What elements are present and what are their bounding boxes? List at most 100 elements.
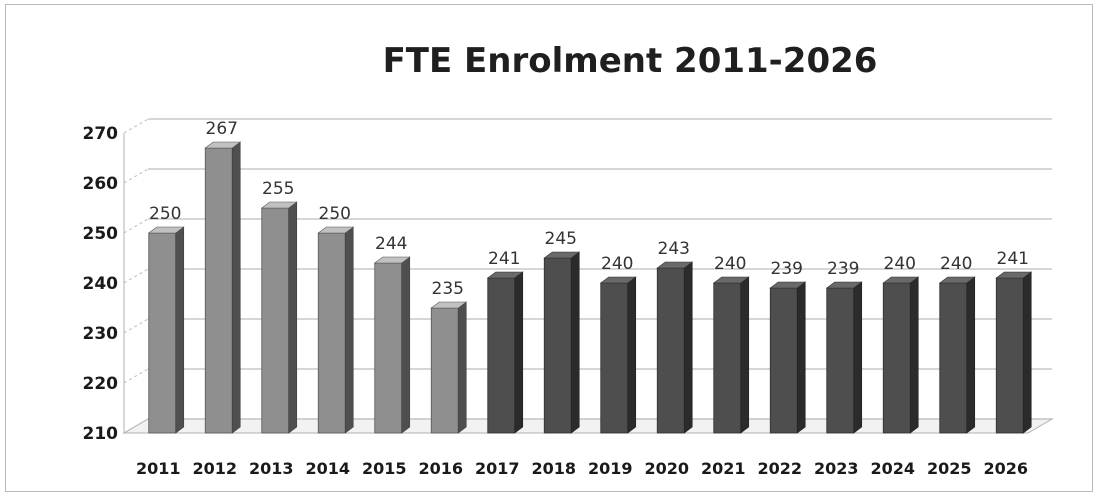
data-label: 240 [884, 254, 916, 274]
bar [373, 256, 411, 434]
bar [995, 271, 1033, 434]
bar-side [1022, 271, 1032, 434]
bar-side [457, 301, 467, 434]
y-tick-label: 250 [83, 224, 119, 244]
gridline-depth [123, 168, 149, 184]
gridline-depth [123, 318, 149, 334]
x-tick-label: 2019 [588, 459, 633, 478]
bar [260, 201, 298, 434]
bar-side [683, 261, 693, 434]
data-label: 267 [206, 119, 238, 139]
bar [430, 301, 468, 434]
data-label: 243 [658, 239, 690, 259]
data-label: 255 [262, 179, 294, 199]
y-axis: 210 220 230 240 250 260 270 [83, 124, 125, 444]
bar-side [570, 251, 580, 434]
bar-front [713, 282, 742, 434]
bar [147, 226, 185, 434]
bar-side [514, 271, 524, 434]
data-labels: 250 267 255 250 244 235 241 245 240 243 240 239 239 2… [149, 119, 1029, 299]
bar-side [740, 276, 750, 434]
bar-front [148, 232, 177, 434]
bar-front [374, 262, 403, 434]
y-tick-label: 270 [83, 124, 119, 144]
x-tick-label: 2011 [136, 459, 181, 478]
bar-front [656, 267, 685, 434]
x-tick-label: 2022 [757, 459, 802, 478]
data-label: 239 [827, 259, 859, 279]
data-label: 240 [940, 254, 972, 274]
bar-top [204, 141, 242, 149]
gridline-depth [123, 368, 149, 384]
bar [938, 276, 976, 434]
bar-top [486, 271, 524, 279]
data-label: 250 [149, 204, 181, 224]
x-tick-label: 2025 [927, 459, 972, 478]
bar-top [430, 301, 468, 309]
bar-side [853, 281, 863, 434]
data-label: 239 [771, 259, 803, 279]
gridline-depth [123, 218, 149, 234]
y-tick-label: 260 [83, 174, 119, 194]
x-tick-label: 2020 [644, 459, 689, 478]
x-tick-label: 2016 [418, 459, 463, 478]
bar-top [543, 251, 581, 259]
bar-top [317, 226, 355, 234]
bar-front [430, 307, 459, 434]
bar-front [204, 147, 233, 434]
bar [712, 276, 750, 434]
bar-top [712, 276, 750, 284]
bar-front [995, 277, 1024, 434]
bar [486, 271, 524, 434]
bar-front [543, 257, 572, 434]
bar-side [231, 141, 241, 434]
x-tick-label: 2015 [362, 459, 407, 478]
x-tick-label: 2024 [870, 459, 915, 478]
data-label: 240 [714, 254, 746, 274]
bar-top [373, 256, 411, 264]
bar-front [882, 282, 911, 434]
x-tick-label: 2013 [249, 459, 294, 478]
data-label: 244 [375, 234, 407, 254]
bar-top [938, 276, 976, 284]
bar-side [966, 276, 976, 434]
data-label: 241 [997, 249, 1029, 269]
bar-front [261, 207, 290, 434]
data-label: 241 [488, 249, 520, 269]
x-tick-label: 2026 [983, 459, 1028, 478]
chart-title: FTE Enrolment 2011-2026 [383, 41, 878, 81]
data-label: 245 [545, 229, 577, 249]
bar [656, 261, 694, 434]
bar [543, 251, 581, 434]
bar-top [656, 261, 694, 269]
bar-side [344, 226, 354, 434]
bars [147, 141, 1033, 434]
bar-front [769, 287, 798, 434]
bar-top [260, 201, 298, 209]
bar [599, 276, 637, 434]
x-tick-label: 2018 [531, 459, 576, 478]
bar [317, 226, 355, 434]
bar [882, 276, 920, 434]
gridline-depth [123, 118, 149, 134]
bar-side [627, 276, 637, 434]
bar-side [909, 276, 919, 434]
y-tick-label: 220 [83, 374, 119, 394]
bar-side [401, 256, 411, 434]
bar-front [826, 287, 855, 434]
gridline-depth [123, 268, 149, 284]
bar-top [995, 271, 1033, 279]
x-tick-label: 2014 [305, 459, 350, 478]
data-label: 235 [432, 279, 464, 299]
bar-front [600, 282, 629, 434]
bar-top [599, 276, 637, 284]
bar-top [769, 281, 807, 289]
bar-front [939, 282, 968, 434]
y-tick-label: 230 [83, 324, 119, 344]
bar-side [175, 226, 185, 434]
x-axis: 2011 2012 2013 2014 2015 2016 2017 2018 2019 2020… [136, 459, 1028, 478]
bar-top [825, 281, 863, 289]
x-tick-label: 2021 [701, 459, 746, 478]
bar [825, 281, 863, 434]
